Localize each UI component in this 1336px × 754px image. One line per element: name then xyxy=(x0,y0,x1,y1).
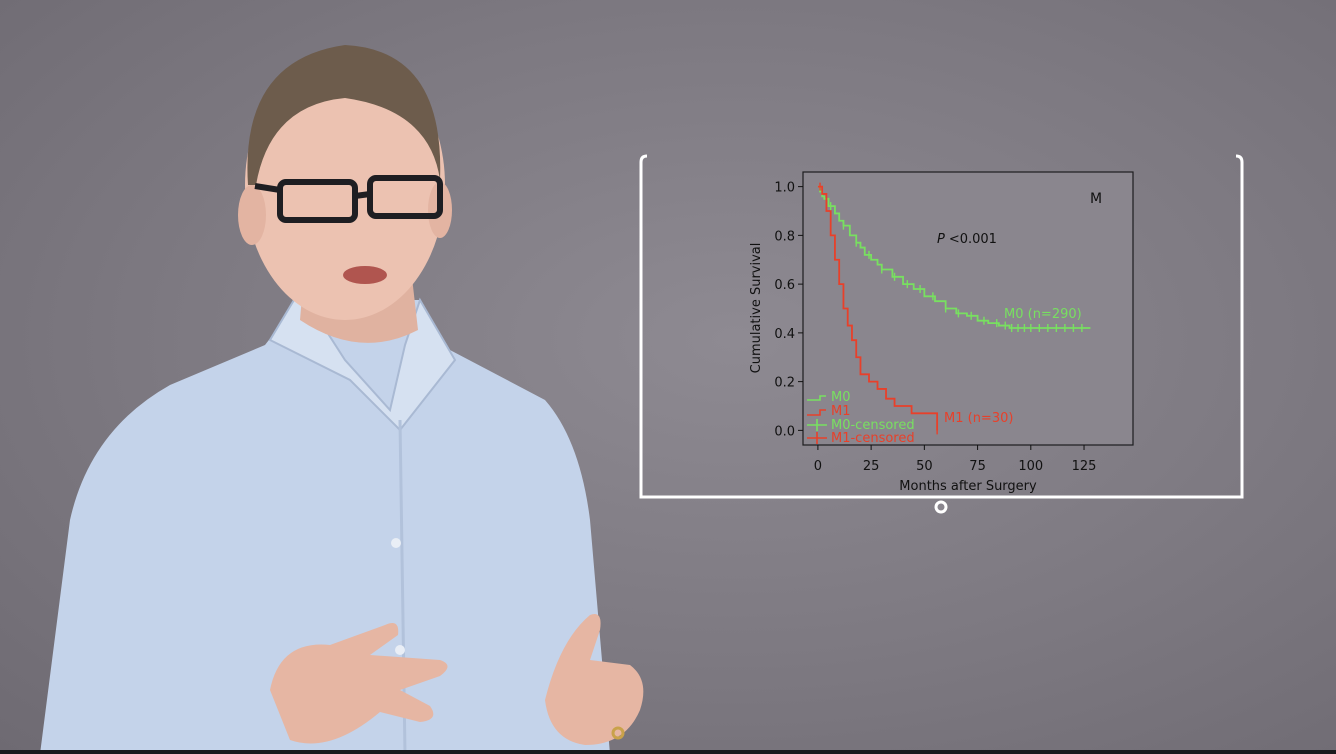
x-tick-label: 0 xyxy=(814,459,822,474)
x-tick-label: 25 xyxy=(863,459,880,474)
y-tick-label: 0.6 xyxy=(774,278,795,293)
x-tick-label: 100 xyxy=(1018,459,1043,474)
y-tick-label: 0.4 xyxy=(774,327,795,342)
x-tick-label: 75 xyxy=(969,459,986,474)
legend-item-m1: M1 xyxy=(807,404,851,419)
p-value-prefix: P xyxy=(937,232,945,247)
legend-label-m1-censored: M1-censored xyxy=(831,431,915,446)
presenter-shirt xyxy=(40,300,610,754)
panel-label: M xyxy=(1090,191,1102,207)
y-tick-label: 0.0 xyxy=(774,424,795,439)
video-bottom-bar xyxy=(0,750,1336,754)
legend-label-m0: M0 xyxy=(831,390,851,405)
x-tick-label: 50 xyxy=(916,459,933,474)
series-line-m1 xyxy=(817,185,939,431)
x-axis-label: Months after Surgery xyxy=(899,479,1037,494)
legend-swatch-m0-censored xyxy=(807,419,827,431)
presenter-hair xyxy=(247,45,441,185)
p-value-text: <0.001 xyxy=(949,232,997,247)
x-tick-label: 125 xyxy=(1072,459,1097,474)
overlay-frame xyxy=(639,154,1244,514)
y-tick-label: 0.8 xyxy=(774,229,795,244)
series-line-m0 xyxy=(817,185,1091,329)
legend-swatch-m0 xyxy=(807,395,826,401)
legend-item-m0-censored: M0-censored xyxy=(807,418,915,433)
series-end-label-m1: M1 (n=30) xyxy=(944,411,1013,426)
presenter-figure xyxy=(40,45,644,754)
presenter-right-hand xyxy=(545,614,644,745)
presenter-left-hand xyxy=(270,622,448,744)
legend-swatch-m1-censored xyxy=(807,432,827,444)
legend-label-m1: M1 xyxy=(831,404,851,419)
legend-swatch-m1 xyxy=(807,409,826,416)
frame-pin-icon xyxy=(934,500,948,514)
y-axis-label: Cumulative Survival xyxy=(749,243,764,374)
legend-item-m1-censored: M1-censored xyxy=(807,431,915,446)
y-tick-label: 0.2 xyxy=(774,376,795,391)
y-tick-label: 1.0 xyxy=(774,181,795,196)
legend: M0 M1 M0-censored M1-censored xyxy=(807,390,915,446)
legend-item-m0: M0 xyxy=(807,390,851,405)
series-end-label-m0: M0 (n=290) xyxy=(1004,307,1082,322)
p-value-annotation: P <0.001 xyxy=(937,232,997,247)
plot-area xyxy=(802,171,1134,446)
glasses-icon xyxy=(254,175,443,223)
legend-label-m0-censored: M0-censored xyxy=(831,418,915,433)
